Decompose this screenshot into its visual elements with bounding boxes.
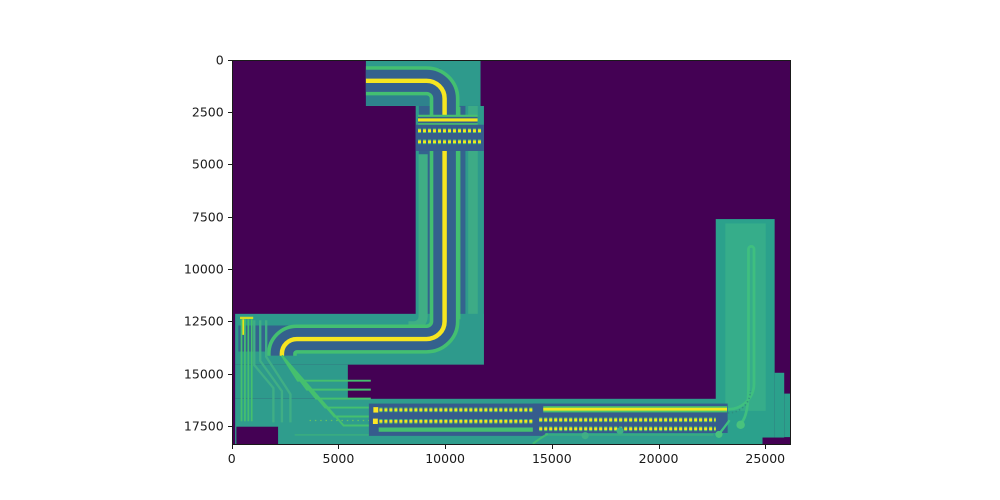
plot-area <box>231 59 792 445</box>
x-tick-label: 15000 <box>531 450 572 466</box>
y-tick-label: 10000 <box>183 261 224 277</box>
y-tick-label: 5000 <box>191 156 224 172</box>
main-waveguide-bundle <box>279 78 447 356</box>
small-pad <box>581 431 589 439</box>
y-tick-label: 7500 <box>191 209 224 224</box>
right-column-widen-1 <box>774 372 784 444</box>
dotted-bend-companion <box>727 390 751 414</box>
y-tick-mark <box>227 164 232 166</box>
left-strip-tick <box>239 316 253 319</box>
y-tick-mark <box>227 321 232 323</box>
staircase-line <box>258 319 283 422</box>
y-tick-label: 17500 <box>183 418 224 434</box>
channel-right-green-edge <box>467 105 478 319</box>
taper-pad <box>714 430 723 438</box>
fan-waveguide <box>280 354 371 426</box>
taper-pad <box>736 420 745 429</box>
x-tick-mark <box>765 444 767 449</box>
y-tick-label: 15000 <box>183 366 224 382</box>
grating-end-pad <box>373 406 378 413</box>
y-tick-label: 0 <box>215 52 224 67</box>
y-tick-mark <box>227 268 232 270</box>
hairpin-waveguide <box>727 244 756 423</box>
small-pad <box>616 426 624 434</box>
x-tick-label: 10000 <box>425 450 465 466</box>
y-tick-mark <box>227 425 232 427</box>
y-tick-label: 2500 <box>191 104 224 120</box>
x-tick-mark <box>445 444 447 449</box>
bottom-left-notch <box>236 426 278 444</box>
right-column-inner <box>724 222 766 411</box>
staircase-line <box>264 319 292 422</box>
y-tick-mark <box>227 373 232 375</box>
y-tick-mark <box>227 216 232 218</box>
y-tick-label: 12500 <box>183 313 224 329</box>
y-tick-mark <box>227 111 232 113</box>
x-tick-label: 0 <box>227 450 236 466</box>
right-column-widen-2 <box>783 393 791 437</box>
x-tick-label: 5000 <box>322 450 355 466</box>
staircase-line <box>252 319 275 422</box>
bottom-right-notch <box>762 437 791 444</box>
x-tick-label: 20000 <box>638 450 679 466</box>
heatmap-image <box>232 60 791 444</box>
x-tick-mark <box>658 444 660 449</box>
x-tick-mark <box>338 444 340 449</box>
x-tick-mark <box>551 444 553 449</box>
x-tick-label: 25000 <box>745 450 786 466</box>
grating-end-pad <box>372 418 378 424</box>
y-tick-mark <box>227 59 232 61</box>
x-tick-mark <box>231 444 233 449</box>
drop-curve <box>531 432 548 444</box>
